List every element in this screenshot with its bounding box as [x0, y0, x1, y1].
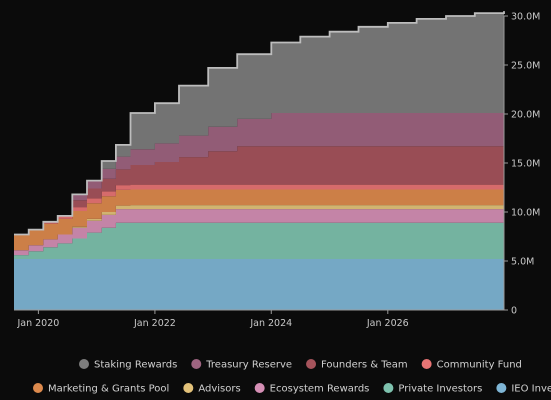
legend-label: Marketing & Grants Pool [48, 384, 169, 395]
legend-item[interactable]: Treasury Reserve [191, 359, 292, 371]
y-tick-label: 10.0M [511, 208, 540, 219]
legend-item[interactable]: Founders & Team [306, 359, 408, 371]
x-tick-label: Jan 2024 [249, 318, 292, 329]
legend-item[interactable]: Advisors [183, 383, 241, 395]
x-tick-label: Jan 2026 [366, 318, 409, 329]
area-marketing-grants-pool [14, 189, 504, 251]
legend-label: Community Fund [437, 360, 522, 371]
legend-label: Private Investors [398, 384, 482, 395]
y-tick-label: 20.0M [511, 110, 540, 121]
legend-item[interactable]: Ecosystem Rewards [254, 383, 370, 395]
legend-marker [191, 359, 202, 369]
legend-label: Treasury Reserve [205, 360, 292, 371]
x-tick-label: Jan 2020 [16, 318, 59, 329]
y-tick-label: 30.0M [511, 12, 540, 23]
stacked-areas [14, 11, 505, 310]
area-ecosystem-rewards [14, 209, 504, 256]
y-tick-label: 15.0M [511, 159, 540, 170]
legend-marker [306, 359, 317, 369]
area-ieo-investors [14, 259, 504, 310]
area-treasury-reserve [14, 113, 504, 235]
legend-marker [254, 383, 265, 393]
legend-marker [33, 383, 43, 393]
y-tick-label: 25.0M [511, 61, 540, 72]
legend-item[interactable]: IEO Investors [496, 383, 551, 395]
area-private-investors [14, 222, 504, 259]
legend-marker [496, 383, 507, 393]
legend: Staking Rewards Treasury Reserve Founders … [33, 359, 551, 395]
legend-label: Founders & Team [321, 360, 408, 371]
legend-item[interactable]: Community Fund [421, 359, 522, 371]
legend-label: Staking Rewards [94, 360, 177, 371]
legend-marker [79, 359, 89, 369]
y-tick-label: 0 [511, 306, 517, 317]
area-staking-rewards [14, 11, 504, 235]
area-founders-team [14, 146, 504, 235]
legend-item[interactable]: Marketing & Grants Pool [33, 383, 169, 395]
legend-label: Ecosystem Rewards [270, 384, 370, 395]
x-tick-label: Jan 2022 [133, 318, 176, 329]
legend-label: IEO Investors [511, 384, 551, 395]
legend-marker [183, 383, 194, 393]
legend-label: Advisors [198, 384, 240, 395]
y-tick-label: 5.0M [511, 257, 534, 268]
legend-marker [383, 383, 394, 393]
legend-marker [421, 359, 432, 369]
axes: Jan 2020 Jan 2022 Jan 2024 Jan 2026 0 5.0M 10.… [14, 12, 540, 329]
legend-item[interactable]: Staking Rewards [79, 359, 177, 371]
legend-item[interactable]: Private Investors [383, 383, 482, 395]
total-supply-line [14, 11, 505, 236]
